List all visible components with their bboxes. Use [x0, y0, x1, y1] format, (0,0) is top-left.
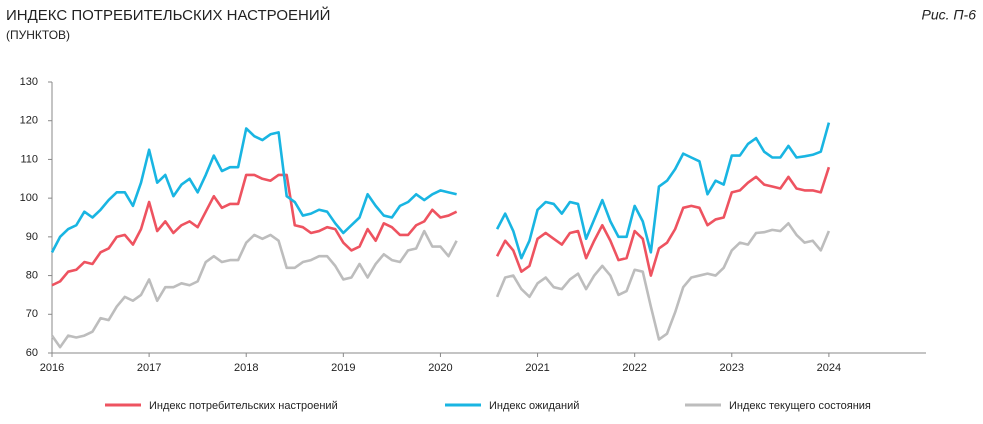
figure-label: Рис. П-6	[922, 7, 977, 23]
x-tick-label: 2024	[817, 362, 841, 374]
x-tick-label: 2021	[525, 362, 549, 374]
x-tick-label: 2020	[428, 362, 452, 374]
x-tick-label: 2018	[234, 362, 258, 374]
series-line	[50, 222, 831, 349]
x-tick-label: 2022	[622, 362, 646, 374]
y-tick-label: 120	[20, 115, 38, 127]
y-tick-label: 110	[20, 153, 38, 165]
y-tick-label: 130	[20, 76, 38, 88]
x-tick-label: 2016	[40, 362, 64, 374]
y-tick-label: 80	[26, 269, 38, 281]
y-tick-label: 60	[26, 347, 38, 359]
y-tick-label: 70	[26, 308, 38, 320]
series-line	[51, 166, 831, 287]
legend-label: Индекс ожиданий	[489, 400, 579, 412]
legend-label: Индекс потребительских настроений	[149, 400, 338, 412]
chart-subtitle: (ПУНКТОВ)	[6, 28, 70, 42]
legend-label: Индекс текущего состояния	[729, 400, 871, 412]
y-tick-label: 90	[26, 231, 38, 243]
x-tick-label: 2019	[331, 362, 355, 374]
chart-title: ИНДЕКС ПОТРЕБИТЕЛЬСКИХ НАСТРОЕНИЙ	[6, 6, 330, 24]
series-line	[50, 122, 831, 260]
x-tick-label: 2017	[137, 362, 161, 374]
x-tick-label: 2023	[720, 362, 744, 374]
y-tick-label: 100	[20, 192, 38, 204]
